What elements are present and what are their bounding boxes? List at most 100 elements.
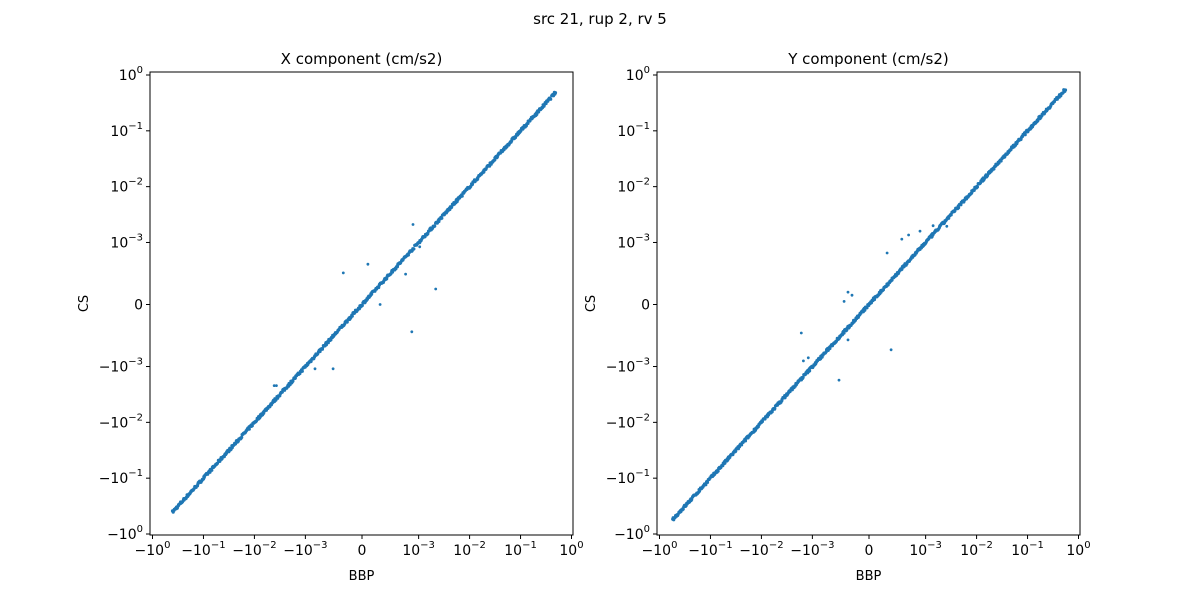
tick-exponent: −3 [635,232,650,243]
figure-title: src 21, rup 2, rv 5 [533,10,667,28]
x-tick-label: 0 [358,543,367,559]
y-component-axes: Y component (cm/s2)−100 −10−1 −10−2 −10−3 0 1… [584,50,1091,584]
outlier-point [842,300,846,303]
tick-exponent: −3 [927,540,942,551]
tick-base: 10 [617,235,635,251]
x-tick-label: 10−3 [909,540,942,559]
tick-base: 0 [358,543,367,559]
outlier-point [918,229,922,233]
tick-base: −10 [739,543,769,559]
x-tick-label: 10−1 [1011,540,1044,559]
tick-base: −10 [606,360,636,376]
tick-base: 10 [617,124,635,140]
data-point [360,303,364,308]
tick-exponent: −2 [471,540,486,551]
tick-exponent: 0 [1084,540,1090,551]
tick-base: −10 [99,471,129,487]
data-point [526,121,530,125]
tick-exponent: −1 [635,468,650,479]
data-point [1023,133,1027,137]
tick-base: 0 [134,298,143,314]
tick-exponent: −2 [635,412,650,423]
tick-base: 10 [504,543,522,559]
outlier-point [313,367,317,371]
tick-base: 10 [559,543,577,559]
outlier-point [410,330,414,334]
x-axis-label: BBP [349,569,375,584]
tick-exponent: −2 [262,540,277,551]
tick-base: −10 [99,415,129,431]
tick-exponent: −3 [128,232,143,243]
tick-exponent: −1 [522,540,537,551]
tick-base: 0 [641,298,650,314]
tick-exponent: 0 [577,540,583,551]
data-point [440,216,444,220]
y-tick-label: 10−2 [617,177,650,196]
tick-base: 10 [110,235,128,251]
outlier-point [907,233,910,237]
outlier-point [846,338,850,342]
data-point [690,497,694,502]
outlier-point [341,271,345,275]
tick-base: −10 [606,471,636,487]
tick-exponent: 0 [164,540,170,551]
y-axis-label: CS [584,295,599,312]
data-point [773,406,777,411]
tick-exponent: −3 [635,357,650,368]
tick-exponent: −2 [978,540,993,551]
tick-base: −10 [283,543,313,559]
x-tick-label: 100 [559,540,583,559]
data-point [681,507,685,511]
data-point [300,369,304,373]
data-point [1063,88,1068,92]
x-tick-label: −10−1 [688,540,732,559]
y-tick-label: −100 [107,524,143,543]
tick-base: −10 [232,543,262,559]
tick-base: 10 [626,68,644,84]
data-point [460,194,464,198]
tick-exponent: −3 [820,540,835,551]
data-point [949,213,953,217]
data-point [716,469,720,473]
data-point [215,461,220,465]
tick-exponent: −1 [718,540,733,551]
tick-base: −10 [606,415,636,431]
data-point [240,435,244,439]
x-tick-label: −10−2 [232,540,276,559]
tick-exponent: −1 [128,121,143,132]
outlier-point [889,348,893,352]
y-tick-label: 100 [626,65,650,84]
data-point [433,224,437,228]
data-point [549,97,553,101]
x-tick-label: −10−3 [283,540,327,559]
outlier-point [945,224,949,228]
data-point [426,232,430,236]
tick-exponent: 0 [671,540,677,551]
outlier-point [931,224,935,228]
tick-exponent: −2 [128,412,143,423]
tick-exponent: −1 [635,121,650,132]
tick-exponent: −3 [128,357,143,368]
outlier-point [885,251,889,255]
x-component-axes: X component (cm/s2)−100 −10−1 −10−2 −10−3 0 1… [77,50,584,584]
outlier-point [331,367,335,371]
tick-base: −10 [107,527,137,543]
tick-exponent: −1 [211,540,226,551]
outlier-point [846,290,850,294]
data-point [975,185,980,189]
tick-base: −10 [614,527,644,543]
x-tick-label: 10−3 [402,540,435,559]
data-point [872,297,877,302]
data-point [519,129,523,133]
outlier-point [900,237,904,241]
tick-exponent: −1 [1029,540,1044,551]
outlier-point [806,356,810,360]
tick-exponent: −3 [313,540,328,551]
outlier-point [272,384,276,387]
x-tick-label: 10−2 [453,540,486,559]
data-point [957,206,961,210]
outlier-point [366,262,370,266]
outlier-point [802,359,805,363]
data-point [553,91,558,95]
